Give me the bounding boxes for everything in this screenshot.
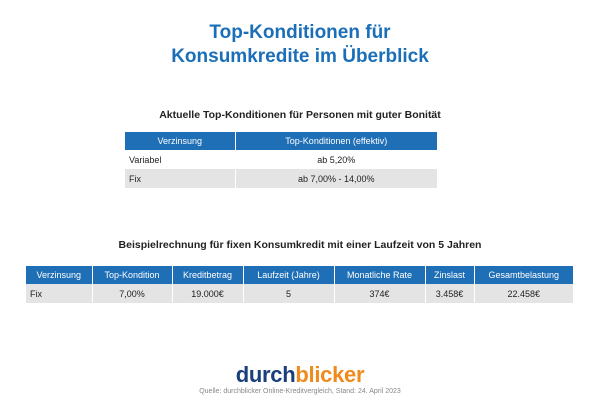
header-cell: Zinslast [424,266,474,284]
logo-part: blicker [295,362,365,387]
title: Top-Konditionen für [209,22,391,43]
table-row: Variabel ab 5,20% [125,150,437,169]
table-cell: 19.000€ [171,284,243,303]
table: Verzinsung Top-Konditionen (effektiv) Vari… [125,132,437,188]
table: Verzinsung Top-Kondition Kreditbetrag Laufz… [26,266,573,303]
logo: durchblicker [0,362,600,388]
header-cell: Laufzeit (Jahre) [242,266,334,284]
table-cell: Fix [26,284,92,303]
header-cell: Monatliche Rate [333,266,425,284]
table-cell: ab 7,00% - 14,00% [234,169,437,188]
header-row: Verzinsung Top-Konditionen (effektiv) [125,132,437,150]
table-cell: Fix [125,169,235,188]
table-row: Fix ab 7,00% - 14,00% [125,169,437,188]
table-caption: Aktuelle Top-Konditionen für Personen mi… [159,109,441,121]
header-cell: Kreditbetrag [171,266,243,284]
table-cell: 3.458€ [424,284,474,303]
table-cell: Variabel [129,154,162,165]
table-caption: Beispielrechnung für fixen Konsumkredit … [118,239,482,251]
header-row: Verzinsung Top-Kondition Kreditbetrag Laufz… [26,266,573,284]
header-cell: Gesamtbelastung [473,266,573,284]
header-cell: Verzinsung [125,132,235,150]
table-cell: ab 5,20% [234,150,437,169]
header-cell: Verzinsung [26,266,92,284]
table-cell: 7,00% [91,284,172,303]
table-cell: 22.458€ [473,284,573,303]
table-cell: 374€ [333,284,425,303]
source-note: Quelle: durchblicker Online-Kreditvergle… [199,388,401,395]
table-row: Fix 7,00% 19.000€ 5 374€ 3.458€ 22.458€ [26,284,573,303]
logo-part: durch [235,362,296,387]
header-cell: Top-Kondition [91,266,172,284]
header-cell: Top-Konditionen (effektiv) [234,132,437,150]
table-cell: 5 [242,284,334,303]
title: Konsumkredite im Überblick [171,46,429,67]
